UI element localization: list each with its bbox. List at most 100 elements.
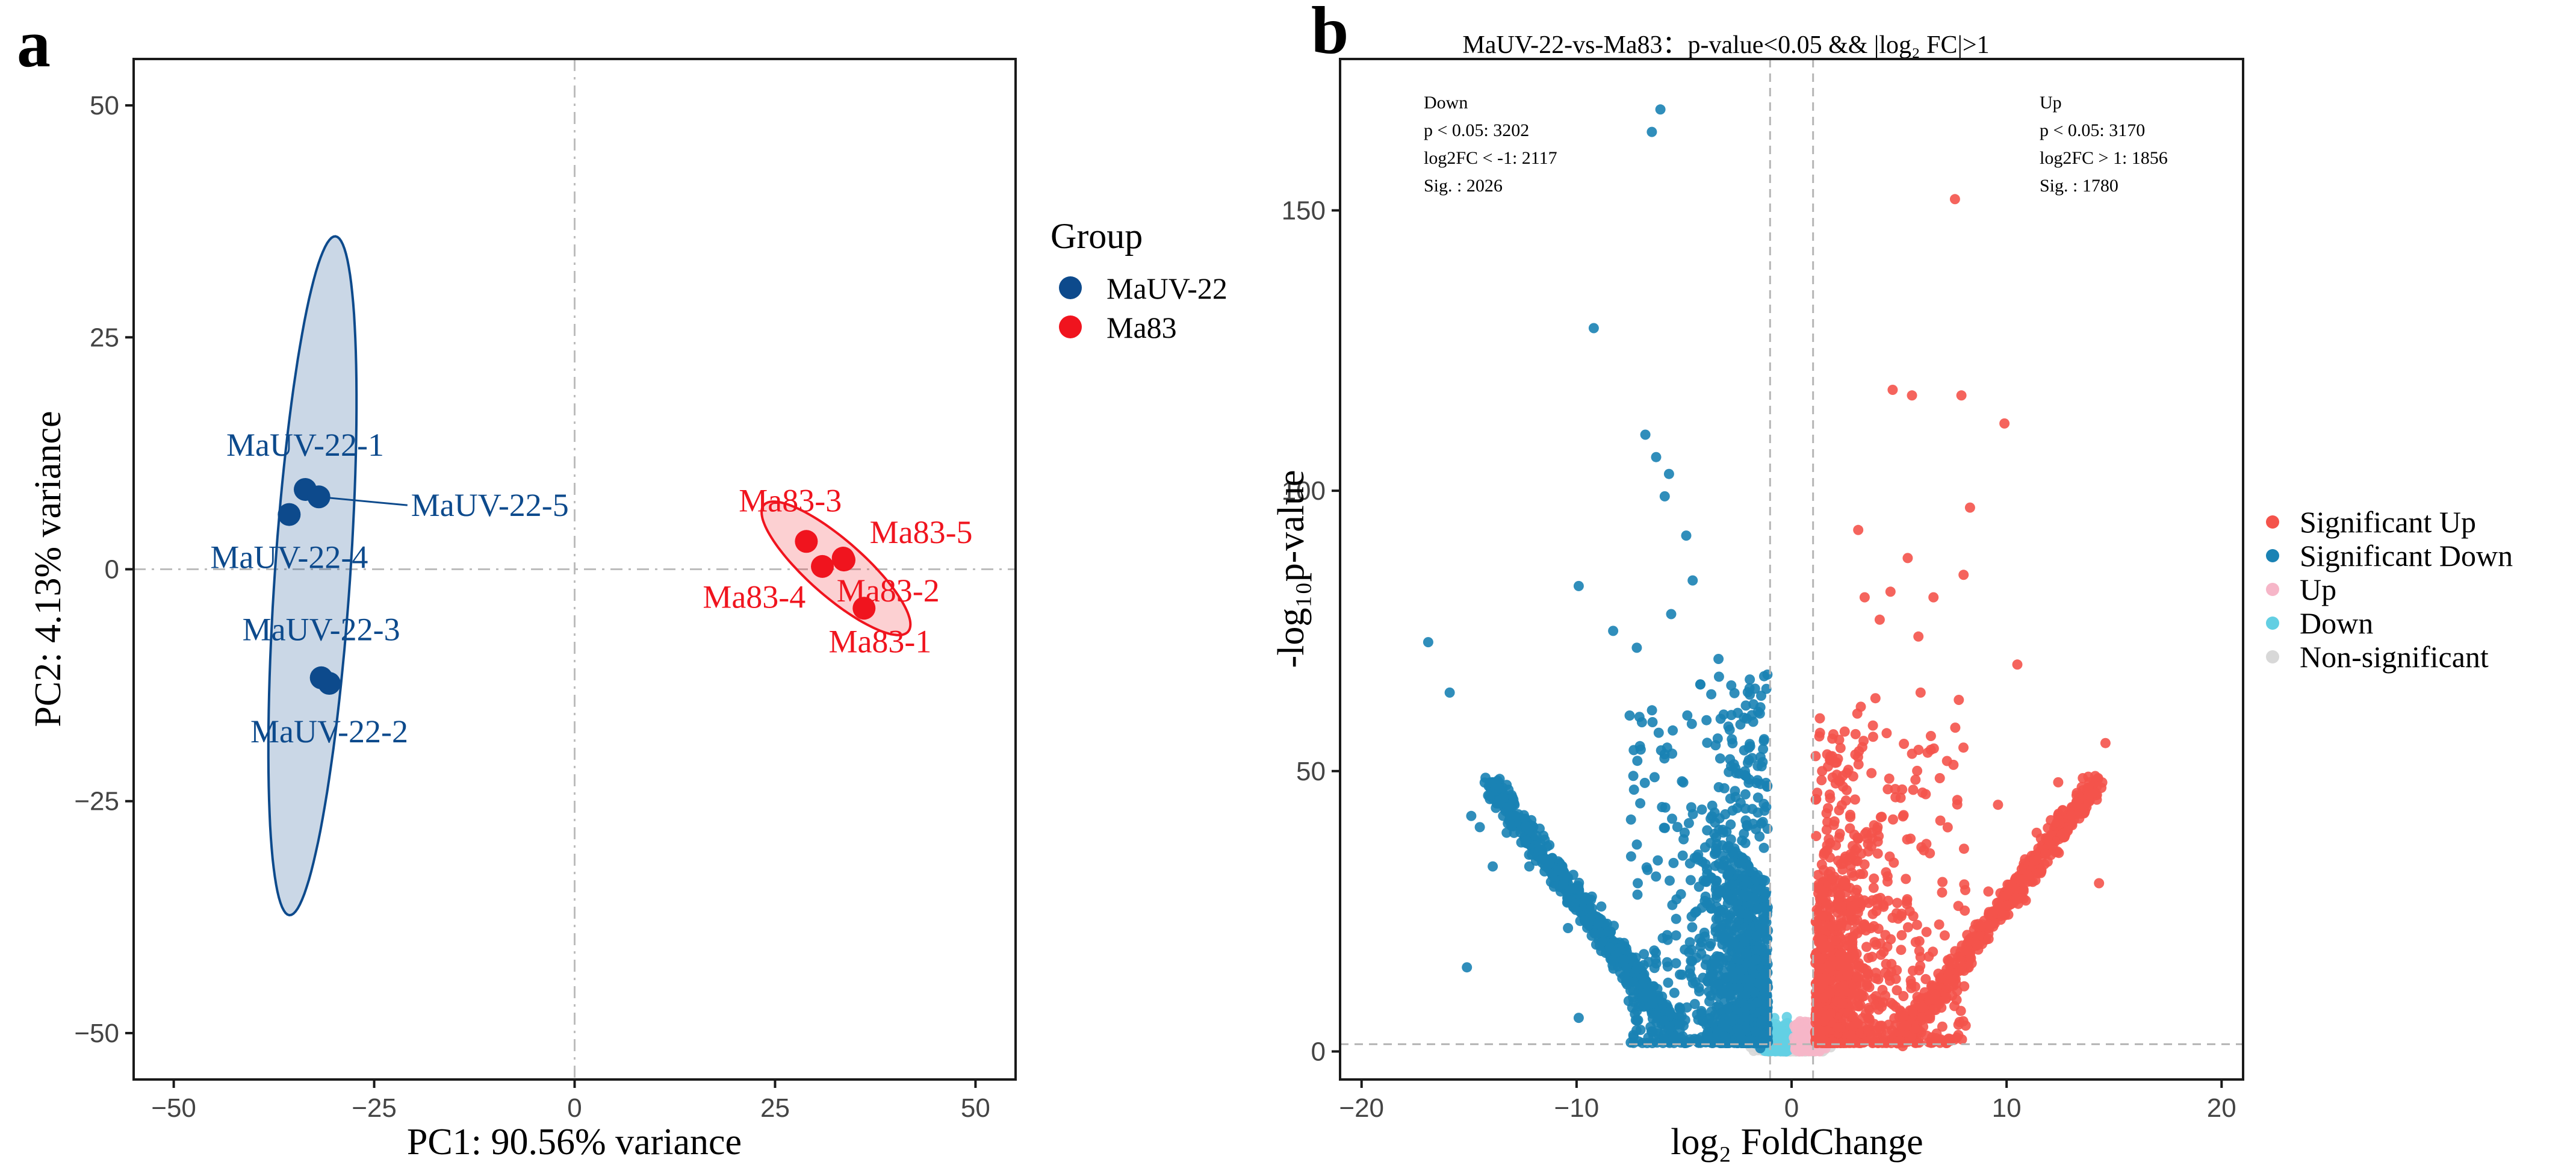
volcano-point-sig-down — [1734, 983, 1745, 993]
volcano-point-sig-up — [1830, 1037, 1840, 1048]
volcano-point-sig-up — [1884, 851, 1895, 862]
volcano-point-sig-down — [1693, 854, 1704, 865]
legend-maUV22-label: MaUV-22 — [1106, 272, 1227, 305]
volcano-point-sig-down — [1701, 877, 1712, 887]
volcano-point-sig-down — [1646, 126, 1657, 137]
volcano-point-sig-up — [1917, 787, 1928, 798]
volcano-point-sig-down — [1573, 580, 1584, 591]
volcano-point-sig-down — [1753, 978, 1764, 988]
volcano-point-sig-up — [1814, 713, 1825, 724]
volcano-point-sig-up — [1876, 812, 1887, 822]
volcano-point-sig-down — [1721, 843, 1732, 853]
pca-y-tick-label: 25 — [90, 323, 119, 352]
volcano-point-sig-up — [1838, 781, 1848, 792]
volcano-point-sig-up — [1846, 915, 1857, 926]
volcano-point-sig-down — [1625, 814, 1636, 825]
volcano-point-sig-down — [1727, 880, 1738, 890]
volcano-point-sig-down — [1684, 858, 1695, 869]
volcano-point-sig-down — [1675, 969, 1685, 980]
volcano-point-sig-down — [1681, 1002, 1692, 1013]
volcano-point-sig-down — [1631, 642, 1642, 653]
volcano-point-sig-down — [1635, 744, 1646, 755]
volcano-point-sig-down — [1711, 845, 1722, 856]
pca-x-tick-label: −50 — [151, 1093, 196, 1123]
volcano-point-sig-up — [1817, 942, 1827, 952]
volcano-point-sig-down — [1740, 892, 1750, 902]
volcano-point-sig-down — [1637, 1037, 1648, 1048]
volcano-point-sig-down — [1521, 835, 1532, 846]
volcano-point-sig-up — [1948, 759, 1959, 770]
volcano-point-sig-down — [1686, 911, 1697, 922]
volcano-point-sig-up — [1860, 828, 1870, 839]
volcano-point-sig-down — [1730, 786, 1740, 797]
volcano-point-sig-down — [1488, 861, 1498, 872]
volcano-point-sig-up — [1816, 775, 1827, 786]
volcano-point-sig-down — [1757, 874, 1768, 885]
volcano-point-sig-up — [1878, 997, 1889, 1008]
volcano-point-sig-up — [1814, 893, 1825, 904]
volcano-point-sig-down — [1609, 921, 1619, 931]
volcano-point-sig-up — [1848, 931, 1858, 942]
volcano-point-sig-up — [1896, 945, 1907, 955]
pca-panel: a MaUV-22-1MaUV-22-2MaUV-22-3MaUV-22-4Ma… — [17, 7, 1227, 1163]
volcano-point-sig-down — [1748, 818, 1758, 829]
volcano-point-sig-up — [1914, 965, 1925, 976]
volcano-point-sig-down — [1568, 901, 1579, 912]
volcano-point-sig-down — [1761, 886, 1772, 897]
volcano-point-sig-down — [1651, 871, 1662, 882]
volcano-point-sig-down — [1669, 987, 1680, 998]
panel-b-letter: b — [1311, 0, 1349, 68]
volcano-point-sig-down — [1672, 822, 1683, 833]
volcano-point-sig-down — [1671, 913, 1681, 924]
pca-reference-lines — [134, 59, 1016, 1079]
volcano-point-sig-down — [1668, 857, 1679, 868]
volcano-point-sig-down — [1740, 837, 1751, 848]
pca-y-axis-label: PC2: 4.13% variance — [28, 411, 69, 727]
pca-point-ma83-1 — [852, 597, 876, 620]
volcano-point-sig-down — [1760, 902, 1770, 913]
volcano-point-sig-down — [1639, 949, 1650, 960]
volcano-point-sig-up — [1867, 909, 1878, 919]
volcano-point-sig-down — [1502, 802, 1513, 813]
volcano-point-sig-up — [1829, 816, 1840, 827]
volcano-point-sig-down — [1663, 468, 1674, 479]
volcano-point-sig-down — [1725, 961, 1736, 972]
volcano-point-sig-down — [1761, 955, 1772, 966]
volcano-point-sig-down — [1680, 1014, 1690, 1025]
volcano-point-sig-up — [1810, 751, 1821, 762]
volcano-point-sig-down — [1682, 710, 1693, 721]
volcano-point-sig-down — [1755, 751, 1766, 762]
pca-x-tick-label: 50 — [961, 1093, 990, 1123]
volcano-point-sig-up — [1954, 695, 1964, 705]
volcano-point-sig-down — [1678, 834, 1689, 845]
volcano-point-sig-up — [1921, 927, 1932, 937]
volcano-point-sig-up — [1911, 919, 1922, 930]
volcano-point-sig-up — [1866, 768, 1877, 778]
volcano-point-sig-down — [1741, 948, 1752, 959]
volcano-point-down — [1771, 1029, 1782, 1040]
volcano-point-sig-down — [1667, 899, 1678, 910]
volcano-point-sig-down — [1639, 777, 1650, 788]
pca-x-tick-label: 0 — [567, 1093, 582, 1123]
volcano-point-sig-up — [1923, 951, 1934, 962]
volcano-point-sig-down — [1752, 997, 1763, 1008]
volcano-point-sig-down — [1635, 1025, 1646, 1036]
pca-connector-mauv-22-5 — [318, 495, 408, 506]
volcano-point-sig-down — [1714, 813, 1725, 824]
volcano-point-sig-down — [1474, 822, 1485, 833]
volcano-point-sig-up — [1884, 773, 1895, 784]
volcano-point-sig-down — [1729, 688, 1740, 698]
volcano-point-sig-down — [1706, 689, 1717, 700]
volcano-point-sig-down — [1702, 825, 1713, 836]
volcano-point-sig-up — [1952, 795, 1963, 806]
volcano-point-sig-down — [1628, 784, 1639, 795]
volcano-point-sig-up — [1899, 739, 1910, 749]
volcano-point-sig-down — [1700, 960, 1711, 971]
volcano-point-sig-down — [1702, 864, 1712, 875]
volcano-point-sig-up — [1819, 848, 1830, 859]
legend-ma83-label: Ma83 — [1106, 311, 1177, 344]
volcano-point-sig-up — [1839, 980, 1849, 991]
volcano-point-sig-up — [1833, 897, 1843, 908]
volcano-point-sig-down — [1725, 834, 1736, 845]
volcano-point-sig-down — [1462, 962, 1473, 973]
